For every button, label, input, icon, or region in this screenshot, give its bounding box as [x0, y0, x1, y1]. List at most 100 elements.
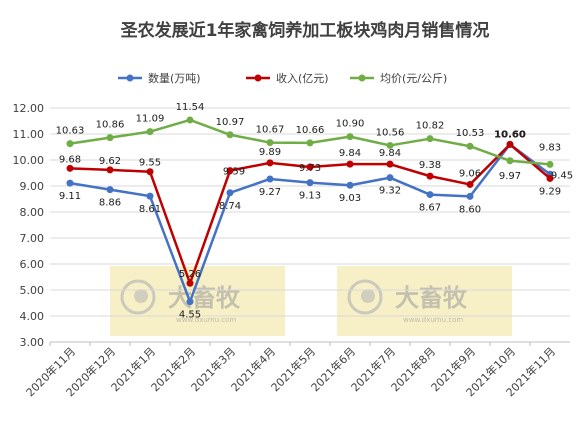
chart-title: 圣农发展近1年家禽饲养加工板块鸡肉月销售情况 [121, 20, 490, 41]
data-label: 10.90 [336, 119, 365, 130]
data-point [226, 131, 234, 139]
data-label: 9.97 [499, 171, 521, 182]
data-point [146, 128, 154, 136]
data-label: 9.03 [339, 193, 361, 204]
data-point [386, 141, 394, 149]
data-label: 4.55 [179, 310, 201, 321]
data-label: 9.11 [59, 191, 81, 202]
watermark-brand: 大畜牧 [168, 284, 241, 312]
data-label: 9.59 [223, 167, 245, 178]
watermark-url: www.dxumu.com [403, 316, 463, 324]
data-point [306, 179, 314, 187]
data-point [266, 139, 274, 147]
y-tick-label: 5.00 [20, 284, 45, 297]
data-point [346, 181, 354, 189]
x-axis: 2020年11月2020年12月2021年1月2021年2月2021年3月202… [23, 342, 558, 399]
legend-marker [126, 74, 134, 82]
data-label: 9.84 [379, 148, 401, 159]
data-point [66, 179, 74, 187]
data-point [146, 192, 154, 200]
data-point [466, 142, 474, 150]
data-point [106, 134, 114, 142]
y-tick-label: 9.00 [20, 180, 45, 193]
data-point [426, 172, 434, 180]
data-point [266, 175, 274, 183]
data-point [66, 140, 74, 148]
data-label: 10.97 [216, 117, 245, 128]
data-label: 9.89 [259, 147, 281, 158]
data-label: 8.86 [99, 198, 121, 209]
y-tick-label: 6.00 [20, 258, 45, 271]
data-point [386, 160, 394, 168]
watermark-logo: 大畜牧 www.dxumu.com [337, 266, 512, 336]
data-label: 9.27 [259, 187, 281, 198]
legend-marker [254, 74, 262, 82]
data-label: 8.60 [459, 204, 481, 215]
watermark-brand: 大畜牧 [395, 284, 468, 312]
y-tick-label: 3.00 [20, 336, 45, 349]
data-point [506, 157, 514, 165]
data-label: 9.38 [419, 160, 441, 171]
data-point [146, 168, 154, 176]
data-point [186, 116, 194, 124]
data-label: 10.86 [96, 120, 125, 131]
data-point [386, 174, 394, 182]
data-label: 9.83 [539, 142, 561, 153]
data-label: 9.29 [539, 186, 561, 197]
data-label: 9.55 [139, 158, 161, 169]
data-label: 10.66 [296, 125, 325, 136]
data-label: 9.84 [339, 148, 361, 159]
data-point [266, 159, 274, 167]
data-label: 9.68 [59, 154, 81, 165]
data-label: 11.54 [176, 102, 205, 113]
data-label: 10.67 [256, 125, 285, 136]
data-label: 8.61 [139, 204, 161, 215]
data-label: 9.45 [551, 170, 573, 181]
data-label: 9.06 [459, 168, 481, 179]
y-axis: 3.00 4.00 5.00 6.00 7.00 8.00 9.00 10.00 11.00 12… [13, 102, 45, 349]
data-point [226, 167, 234, 175]
data-label: 9.32 [379, 186, 401, 197]
data-label: 8.74 [219, 201, 241, 212]
data-label: 10.60 [494, 129, 526, 140]
data-label: 5.26 [179, 269, 201, 280]
data-label: 10.60 [494, 129, 526, 140]
data-point [466, 180, 474, 188]
data-label: 10.82 [416, 121, 445, 132]
data-point [306, 139, 314, 147]
data-labels: 9.11 8.86 8.61 4.55 8.74 9.27 9.13 9.03 9.32 8.67… [56, 102, 573, 321]
data-point [426, 135, 434, 143]
legend-label: 数量(万吨) [148, 72, 201, 85]
data-label: 11.09 [136, 114, 165, 125]
data-point [346, 160, 354, 168]
data-label: 8.67 [419, 203, 441, 214]
y-tick-label: 12.00 [13, 102, 45, 115]
data-point [306, 163, 314, 171]
watermark-url: www.dxumu.com [176, 316, 236, 324]
data-point [106, 186, 114, 194]
data-point [106, 166, 114, 174]
data-label: 9.13 [299, 191, 321, 202]
data-point [426, 191, 434, 199]
data-point [186, 298, 194, 306]
data-label: 9.62 [99, 156, 121, 167]
watermarks: 大畜牧 www.dxumu.com 大畜牧 www.dxumu.com [110, 266, 512, 336]
data-label: 10.63 [56, 126, 85, 137]
y-tick-label: 11.00 [13, 128, 45, 141]
legend: 数量(万吨) 收入(亿元) 均价(元/公斤) [118, 71, 447, 85]
y-tick-label: 10.00 [13, 154, 45, 167]
y-tick-label: 4.00 [20, 310, 45, 323]
data-label: 9.73 [299, 163, 321, 174]
data-point [546, 160, 554, 168]
legend-label: 均价(元/公斤) [380, 72, 447, 85]
data-point [186, 279, 194, 287]
y-tick-label: 8.00 [20, 206, 45, 219]
series-lines [66, 116, 554, 306]
legend-marker [358, 74, 366, 82]
data-point [66, 164, 74, 172]
data-point [506, 140, 514, 148]
data-point [226, 189, 234, 197]
data-point [546, 174, 554, 182]
data-label: 10.53 [456, 128, 485, 139]
